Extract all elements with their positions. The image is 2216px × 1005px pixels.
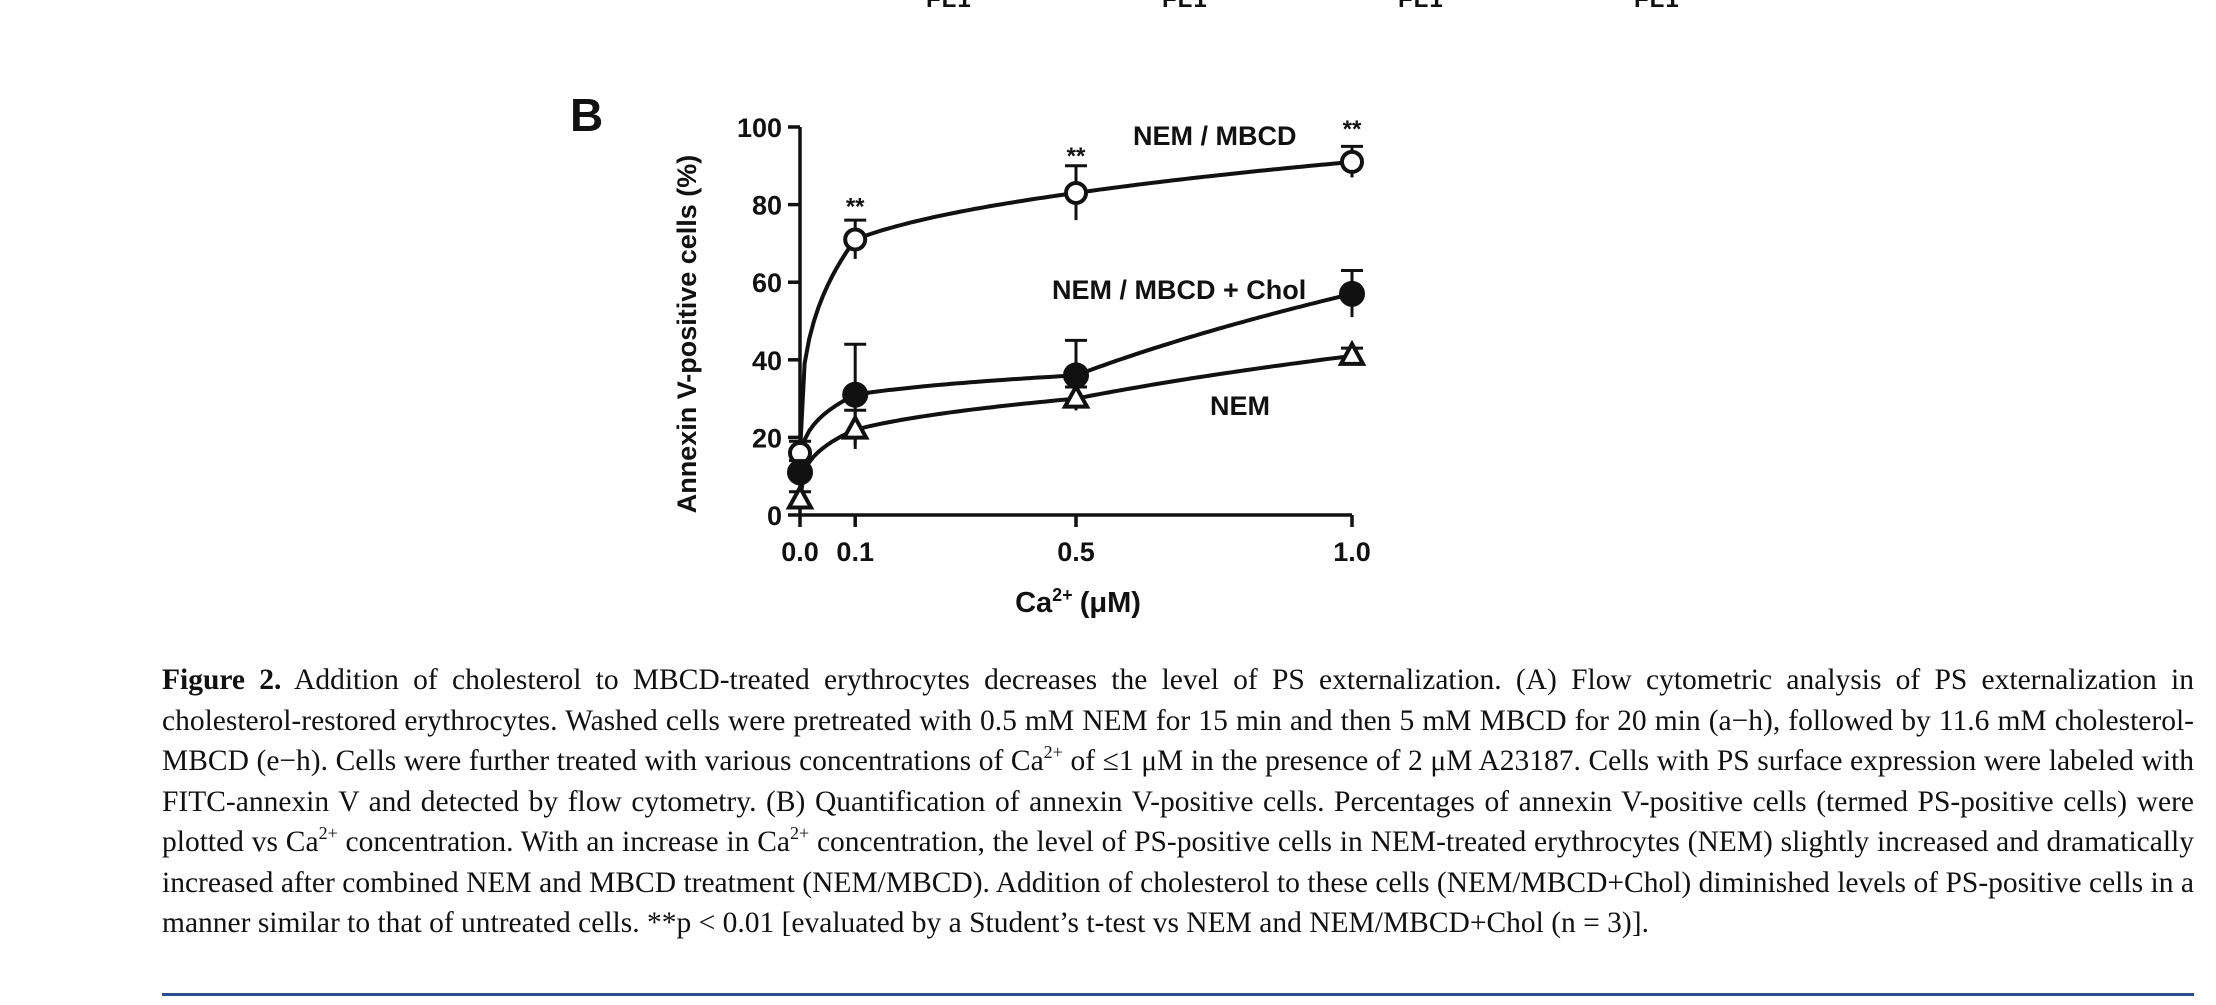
y-tick-label: 0 xyxy=(767,501,782,531)
caption-divider xyxy=(162,993,2194,996)
series-label-nem: NEM xyxy=(1210,391,1270,421)
previous-panel-axis-label-2: FL1 xyxy=(1162,0,1208,14)
x-axis-label-superscript: 2+ xyxy=(1052,585,1073,605)
annexin-chart: 0 20 40 60 80 100 0.0 0.1 0.5 1.0 ** ** ** NEM / MB… xyxy=(672,113,1371,619)
caption-text-3: concentration. With an increase in Ca xyxy=(337,826,790,858)
data-point-nem-mbcd-chol xyxy=(842,381,869,408)
caption-label: Figure 2. xyxy=(162,664,282,696)
data-point-nem-mbcd-chol xyxy=(787,459,813,486)
data-point-nem xyxy=(840,413,870,440)
data-point-nem xyxy=(785,483,815,510)
y-tick-label: 20 xyxy=(752,423,782,453)
caption-text-4: concentration, the level of PS-positive … xyxy=(162,826,2194,939)
chart-axes: 0 20 40 60 80 100 0.0 0.1 0.5 1.0 xyxy=(737,113,1371,567)
series-label-nem-mbcd-chol: NEM / MBCD + Chol xyxy=(1052,275,1306,305)
data-point-nem-mbcd xyxy=(843,227,868,252)
x-tick-label: 1.0 xyxy=(1333,537,1371,567)
series-labels: NEM / MBCD NEM / MBCD + Chol NEM xyxy=(1052,121,1306,421)
y-tick-label: 60 xyxy=(752,268,782,298)
x-tick-label: 0.5 xyxy=(1057,537,1095,567)
significance-marker: ** xyxy=(846,194,865,221)
figure-caption: Figure 2. Addition of cholesterol to MBC… xyxy=(162,660,2194,944)
caption-superscript-3: 2+ xyxy=(789,823,810,843)
significance-marker: ** xyxy=(1067,143,1086,170)
y-tick-label: 100 xyxy=(737,113,782,143)
y-tick-label: 80 xyxy=(752,191,782,221)
x-tick-label: 0.1 xyxy=(836,537,874,567)
x-tick-label: 0.0 xyxy=(781,537,819,567)
significance-marker: ** xyxy=(1343,116,1362,143)
y-tick-label: 40 xyxy=(752,346,782,376)
caption-text-1: Addition of cholesterol to MBCD-treated … xyxy=(162,664,2195,777)
previous-panel-axis-label-3: FL1 xyxy=(1398,0,1444,14)
data-point-nem-mbcd-chol xyxy=(1339,280,1365,307)
panel-letter: B xyxy=(570,89,604,141)
data-point-nem xyxy=(1061,382,1091,409)
x-axis-label: Ca2+ (μM) xyxy=(1015,585,1141,619)
previous-panel-axis-label-4: FL1 xyxy=(1634,0,1680,14)
data-point-nem xyxy=(1337,339,1367,366)
data-point-nem-mbcd xyxy=(1340,149,1364,174)
caption-text-2: of ≤1 μM in the presence of 2 μM A23187.… xyxy=(162,745,2194,858)
previous-panel-axis-label-1: FL1 xyxy=(926,0,972,14)
data-point-nem-mbcd xyxy=(1064,180,1088,205)
caption-superscript-2: 2+ xyxy=(318,823,338,843)
x-axis-label-base: Ca xyxy=(1015,587,1053,619)
x-axis-label-unit: (μM) xyxy=(1080,587,1141,619)
caption-superscript-1: 2+ xyxy=(1043,742,1063,762)
y-axis-label: Annexin V-positive cells (%) xyxy=(672,155,702,514)
data-points: ** ** ** xyxy=(785,116,1367,510)
series-label-nem-mbcd: NEM / MBCD xyxy=(1133,121,1297,151)
